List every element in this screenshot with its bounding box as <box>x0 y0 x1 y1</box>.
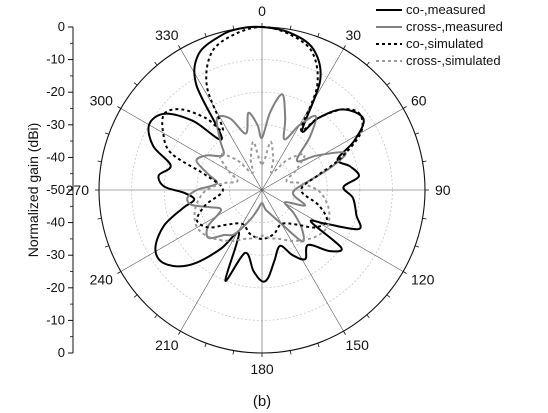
legend-label-0: co-,measured <box>406 2 485 17</box>
ring-tick <box>386 294 391 298</box>
radial-tick-label: 0 <box>58 345 65 360</box>
ring-tick <box>178 45 181 50</box>
angle-labels: 0 30 60 90 120 150 180 210 240 270 300 330 <box>66 3 451 377</box>
angle-label-300: 300 <box>90 93 114 109</box>
radial-axis: 0 -10 -20 -30 -40 -50 -40 -30 -20 -10 0 <box>46 19 74 360</box>
radial-tick-label: 0 <box>58 19 65 34</box>
grid-spoke <box>180 48 263 191</box>
radial-tick-label: -30 <box>46 117 65 132</box>
ring-tick <box>402 271 407 274</box>
ring-tick <box>204 32 207 37</box>
ring-tick <box>386 82 391 86</box>
ring-tick <box>133 294 138 298</box>
ring-tick <box>133 82 138 86</box>
radial-tick-label: -30 <box>46 247 65 262</box>
legend-label-3: cross-,simulated <box>406 53 501 68</box>
grid-spoke <box>180 189 263 332</box>
ring-tick <box>117 106 122 109</box>
series-line-0 <box>147 25 365 283</box>
radial-axis-title: Normalized gain (dBi) <box>25 123 41 258</box>
ring-tick <box>343 45 346 50</box>
angle-label-210: 210 <box>155 337 179 353</box>
ring-tick <box>232 350 235 355</box>
series-line-2 <box>161 26 364 240</box>
series-line-3 <box>193 140 331 242</box>
ring-tick <box>154 314 158 319</box>
ring-tick <box>366 314 370 319</box>
ring-tick <box>343 330 346 335</box>
ring-tick <box>97 217 102 220</box>
ring-tick <box>415 132 420 135</box>
ring-tick <box>289 25 292 30</box>
radial-tick-label: -50 <box>46 182 65 197</box>
ring-tick <box>232 25 235 30</box>
ring-tick <box>317 32 320 37</box>
legend-label-1: cross-,measured <box>406 19 503 34</box>
radial-tick-label: -10 <box>46 312 65 327</box>
polar-grid <box>95 23 429 357</box>
ring-tick <box>422 217 427 220</box>
grid-spoke <box>261 189 404 272</box>
figure-caption: (b) <box>253 393 271 410</box>
ring-tick <box>154 61 158 66</box>
ring-tick <box>415 245 420 248</box>
ring-tick <box>317 343 320 348</box>
ring-tick <box>104 132 109 135</box>
legend-label-2: co-,simulated <box>406 36 483 51</box>
angle-label-30: 30 <box>346 27 362 43</box>
ring-tick <box>366 61 370 66</box>
ring-tick <box>104 245 109 248</box>
grid-spoke <box>261 189 344 332</box>
ring-tick <box>289 350 292 355</box>
angle-label-180: 180 <box>250 361 274 377</box>
series-line-1 <box>186 93 347 243</box>
angle-label-90: 90 <box>435 182 451 198</box>
ring-tick <box>97 160 102 163</box>
angle-label-330: 330 <box>155 27 179 43</box>
angle-label-0: 0 <box>258 3 266 19</box>
grid-spoke <box>261 108 404 191</box>
grid-spoke <box>120 108 263 191</box>
radial-tick-label: -40 <box>46 149 65 164</box>
ring-tick <box>178 330 181 335</box>
angle-label-270: 270 <box>66 182 90 198</box>
series-layer <box>147 25 365 283</box>
radial-tick-label: -40 <box>46 215 65 230</box>
angle-label-240: 240 <box>90 272 114 288</box>
radial-tick-label: -20 <box>46 84 65 99</box>
ring-tick <box>422 160 427 163</box>
grid-spoke <box>120 189 263 272</box>
ring-tick <box>204 343 207 348</box>
angle-label-150: 150 <box>346 337 370 353</box>
ring-tick <box>402 106 407 109</box>
legend: co-,measured cross-,measured co-,simulated… <box>376 2 503 68</box>
radial-tick-label: -20 <box>46 280 65 295</box>
radial-tick-label: -10 <box>46 52 65 67</box>
angle-label-60: 60 <box>411 93 427 109</box>
ring-tick <box>117 271 122 274</box>
grid-spoke <box>261 48 344 191</box>
angle-label-120: 120 <box>411 272 435 288</box>
